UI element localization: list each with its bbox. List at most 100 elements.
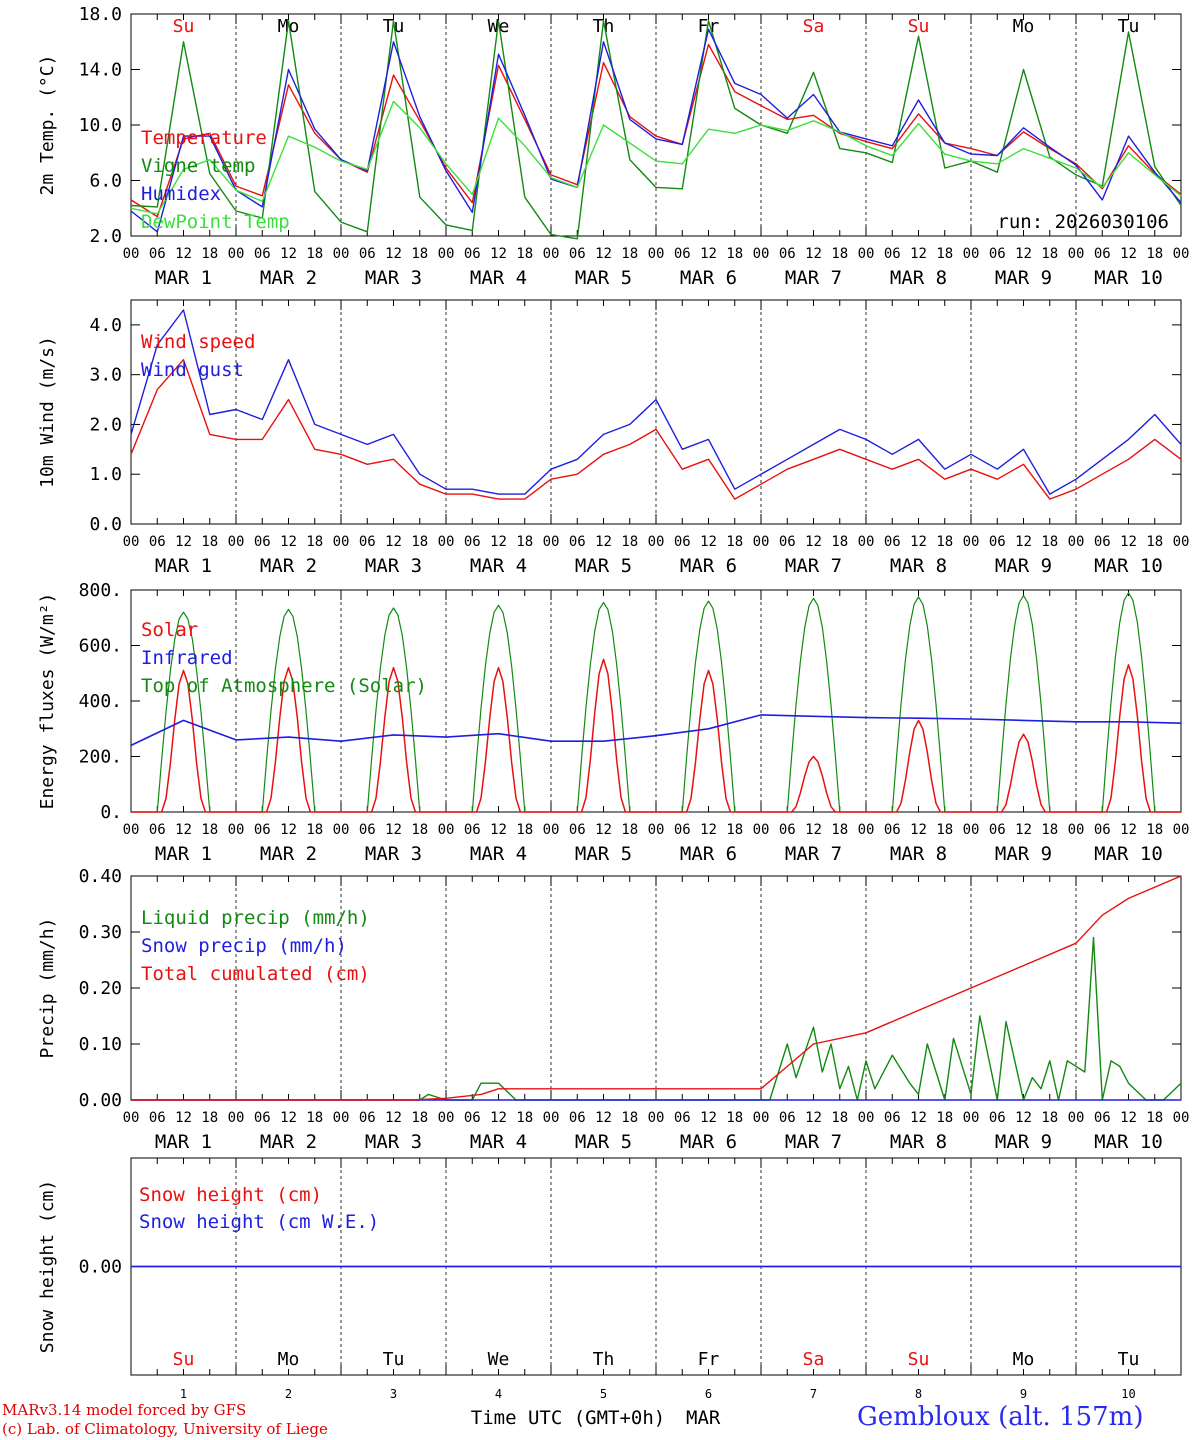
temperature-date-label: MAR 4 [470, 267, 527, 289]
wind-date-label: MAR 6 [680, 555, 737, 577]
wind-date-label: MAR 1 [155, 555, 212, 577]
wind-hour-label: 00 [123, 534, 140, 550]
precip-hour-label: 00 [333, 1110, 350, 1126]
snow-day-name: Su [173, 1349, 195, 1370]
temperature-hour-label: 12 [280, 246, 297, 262]
energy-hour-label: 00 [648, 822, 665, 838]
wind-hour-label: 12 [280, 534, 297, 550]
precip-hour-label: 12 [595, 1110, 612, 1126]
precip-hour-label: 18 [831, 1110, 848, 1126]
precip-date-label: MAR 2 [260, 1131, 317, 1153]
temperature-date-label: MAR 1 [155, 267, 212, 289]
energy-hour-label: 18 [1041, 822, 1058, 838]
temperature-hour-label: 00 [1068, 246, 1085, 262]
precip-hour-label: 12 [490, 1110, 507, 1126]
temperature-date-label: MAR 7 [785, 267, 842, 289]
wind-legend-entry: Wind speed [141, 331, 255, 353]
precip-hour-label: 00 [123, 1110, 140, 1126]
temperature-hour-label: 18 [831, 246, 848, 262]
snow-ytick-label: 0.00 [79, 1257, 122, 1278]
snow-day-name: Mo [278, 1349, 300, 1370]
precip-hour-label: 18 [306, 1110, 323, 1126]
precip-hour-label: 06 [884, 1110, 901, 1126]
precip-hour-label: 00 [648, 1110, 665, 1126]
wind-date-label: MAR 4 [470, 555, 527, 577]
precip-legend-entry: Total cumulated (cm) [141, 963, 370, 985]
temperature-hour-label: 18 [936, 246, 953, 262]
energy-hour-label: 06 [989, 822, 1006, 838]
precip-hour-label: 06 [674, 1110, 691, 1126]
snow-legend-entry: Snow height (cm) [139, 1184, 322, 1206]
snow-day-name: Su [908, 1349, 930, 1370]
energy-hour-label: 18 [1146, 822, 1163, 838]
wind-hour-label: 12 [490, 534, 507, 550]
precip-hour-label: 06 [569, 1110, 586, 1126]
wind-hour-label: 00 [648, 534, 665, 550]
temperature-hour-label: 06 [569, 246, 586, 262]
snow-day-name: Sa [803, 1349, 825, 1370]
energy-date-label: MAR 10 [1094, 843, 1163, 865]
wind-hour-label: 00 [333, 534, 350, 550]
energy-hour-label: 18 [306, 822, 323, 838]
energy-hour-label: 18 [621, 822, 638, 838]
precip-hour-label: 00 [228, 1110, 245, 1126]
precip-hour-label: 12 [805, 1110, 822, 1126]
temperature-ytick-label: 6.0 [89, 171, 122, 192]
temperature-date-label: MAR 2 [260, 267, 317, 289]
temperature-date-label: MAR 8 [890, 267, 947, 289]
energy-hour-label: 12 [805, 822, 822, 838]
wind-hour-label: 06 [254, 534, 271, 550]
wind-date-label: MAR 3 [365, 555, 422, 577]
temperature-hour-label: 06 [359, 246, 376, 262]
day-number: 4 [495, 1387, 502, 1401]
temperature-hour-label: 00 [543, 246, 560, 262]
wind-hour-label: 00 [963, 534, 980, 550]
energy-hour-label: 12 [595, 822, 612, 838]
temperature-day-name: Fr [698, 16, 720, 37]
energy-ytick-label: 0. [100, 802, 122, 823]
temperature-hour-label: 06 [884, 246, 901, 262]
precip-hour-label: 12 [1015, 1110, 1032, 1126]
precip-hour-label: 06 [359, 1110, 376, 1126]
wind-hour-label: 00 [753, 534, 770, 550]
energy-hour-label: 00 [438, 822, 455, 838]
wind-hour-label: 18 [516, 534, 533, 550]
energy-ylabel: Energy fluxes (W/m²) [37, 593, 58, 810]
energy-hour-label: 06 [149, 822, 166, 838]
toa-solar-line [131, 592, 1181, 813]
wind-hour-label: 18 [1041, 534, 1058, 550]
precip-hour-label: 12 [385, 1110, 402, 1126]
precip-hour-label: 12 [280, 1110, 297, 1126]
precip-hour-label: 18 [936, 1110, 953, 1126]
temperature-curves [130, 20, 1182, 240]
precip-hour-label: 18 [621, 1110, 638, 1126]
wind-hour-label: 06 [464, 534, 481, 550]
temperature-hour-label: 18 [726, 246, 743, 262]
temperature-hour-label: 18 [621, 246, 638, 262]
precip-hour-label: 00 [1173, 1110, 1190, 1126]
temperature-hour-label: 00 [123, 246, 140, 262]
wind-wind-speed-line [130, 359, 1182, 500]
day-number: 9 [1020, 1387, 1027, 1401]
station-name: Gembloux (alt. 157m) [857, 1402, 1144, 1432]
temperature-hour-label: 12 [1015, 246, 1032, 262]
energy-hour-label: 00 [1068, 822, 1085, 838]
precip-date-label: MAR 8 [890, 1131, 947, 1153]
energy-hour-label: 12 [910, 822, 927, 838]
snow-day-name: Mo [1013, 1349, 1035, 1370]
day-number: 3 [390, 1387, 397, 1401]
wind-hour-label: 06 [779, 534, 796, 550]
wind-hour-label: 12 [700, 534, 717, 550]
snow-day-name: Fr [698, 1349, 720, 1370]
wind-hour-label: 06 [1094, 534, 1111, 550]
energy-hour-label: 00 [1173, 822, 1190, 838]
wind-hour-label: 06 [674, 534, 691, 550]
energy-curves [130, 592, 1182, 813]
precip-hour-label: 06 [989, 1110, 1006, 1126]
temperature-hour-label: 12 [595, 246, 612, 262]
temperature-hour-label: 00 [963, 246, 980, 262]
temperature-ytick-label: 10.0 [79, 115, 122, 136]
temperature-ylabel: 2m Temp. (°C) [37, 55, 58, 196]
temperature-temperature-line [130, 43, 1182, 218]
precip-ytick-label: 0.30 [79, 922, 122, 943]
